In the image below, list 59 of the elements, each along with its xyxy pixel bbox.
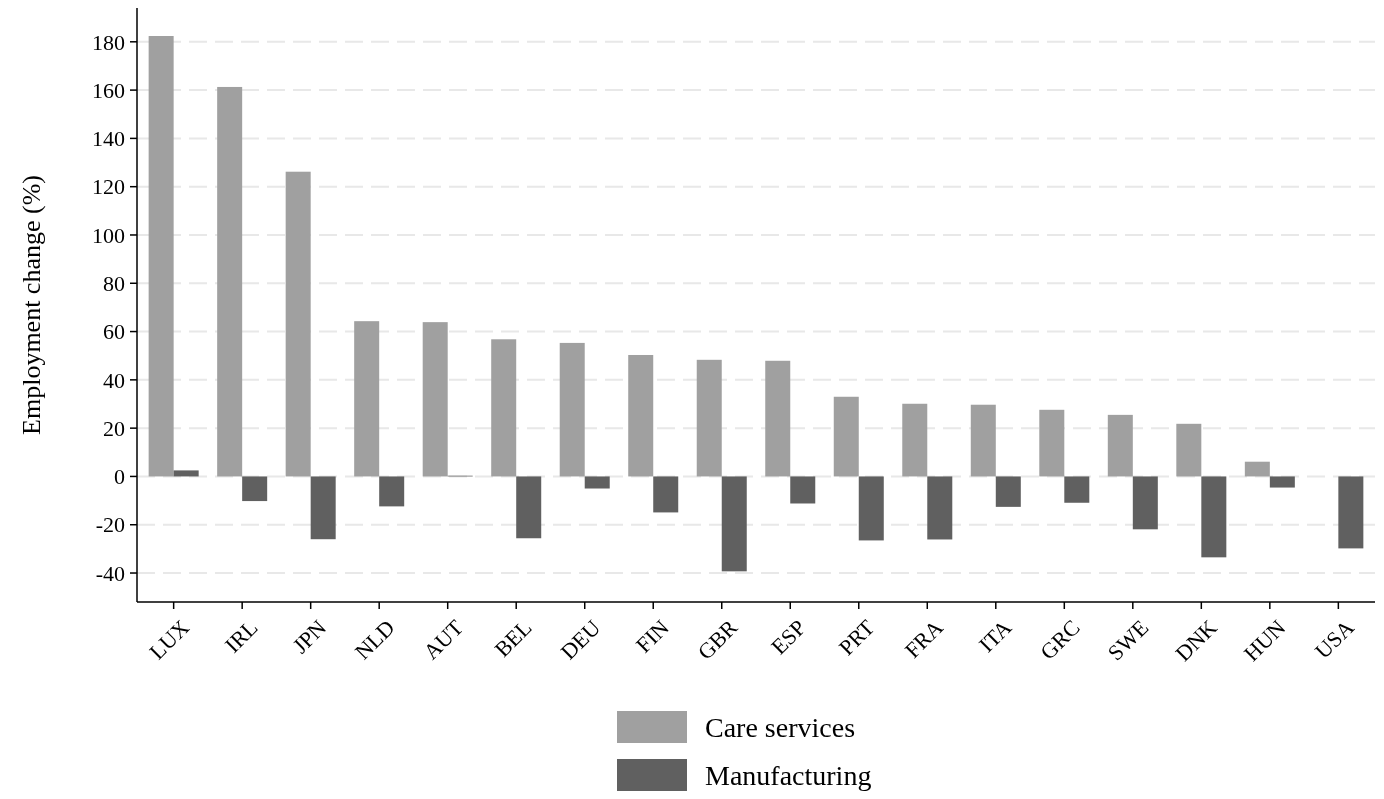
- bar: [902, 403, 928, 477]
- y-tick-label: 0: [114, 464, 125, 490]
- y-tick-label: 160: [92, 77, 125, 103]
- bar: [833, 396, 859, 477]
- bar: [173, 470, 199, 477]
- x-tick-label: BEL: [489, 614, 537, 662]
- y-tick-label: 80: [103, 270, 125, 296]
- y-tick-label: 120: [92, 174, 125, 200]
- y-tick-label: 180: [92, 29, 125, 55]
- legend-label: Care services: [705, 711, 856, 743]
- bar: [1269, 476, 1295, 488]
- bar: [584, 476, 610, 489]
- bar: [970, 404, 996, 477]
- bar: [422, 322, 448, 477]
- bar: [927, 476, 953, 540]
- y-tick-label: -40: [95, 560, 125, 586]
- bar: [310, 476, 336, 540]
- y-tick-label: 140: [92, 126, 125, 152]
- x-tick-label: GBR: [692, 614, 743, 665]
- bar: [1176, 423, 1202, 477]
- y-tick-label: 20: [103, 415, 125, 441]
- bar: [1201, 476, 1227, 558]
- x-tick-label: PRT: [833, 614, 880, 661]
- x-tick-label: FIN: [630, 614, 674, 658]
- bar: [285, 171, 311, 477]
- bar: [217, 86, 243, 477]
- bar: [696, 359, 722, 477]
- bar: [995, 476, 1021, 507]
- x-tick-label: ITA: [973, 614, 1017, 658]
- bar: [379, 476, 405, 507]
- bar: [653, 476, 679, 513]
- bar: [491, 339, 517, 477]
- y-tick-label: -20: [95, 512, 125, 538]
- x-tick-label: JPN: [287, 614, 332, 659]
- x-tick-label: IRL: [219, 614, 263, 658]
- x-tick-label: FRA: [899, 614, 948, 663]
- bar: [1244, 461, 1270, 477]
- y-tick-label: 100: [92, 222, 125, 248]
- bar: [721, 476, 747, 572]
- y-axis-title: Employment change (%): [17, 175, 46, 435]
- y-tick-label: 40: [103, 367, 125, 393]
- bar: [354, 321, 380, 477]
- bar: [148, 36, 174, 477]
- bar: [790, 476, 816, 504]
- bar: [628, 354, 654, 477]
- bar: [1039, 409, 1065, 477]
- legend-label: Manufacturing: [705, 759, 872, 791]
- x-tick-label: USA: [1309, 614, 1359, 664]
- bar: [765, 360, 791, 477]
- bar: [1132, 476, 1158, 530]
- x-tick-label: ESP: [766, 614, 811, 660]
- bar: [1338, 476, 1364, 549]
- y-tick-label: 60: [103, 319, 125, 345]
- bar: [858, 476, 884, 541]
- bar: [1064, 476, 1090, 503]
- bar: [242, 476, 268, 502]
- bar: [559, 342, 585, 477]
- bar: [516, 476, 542, 539]
- bar: [1107, 414, 1133, 477]
